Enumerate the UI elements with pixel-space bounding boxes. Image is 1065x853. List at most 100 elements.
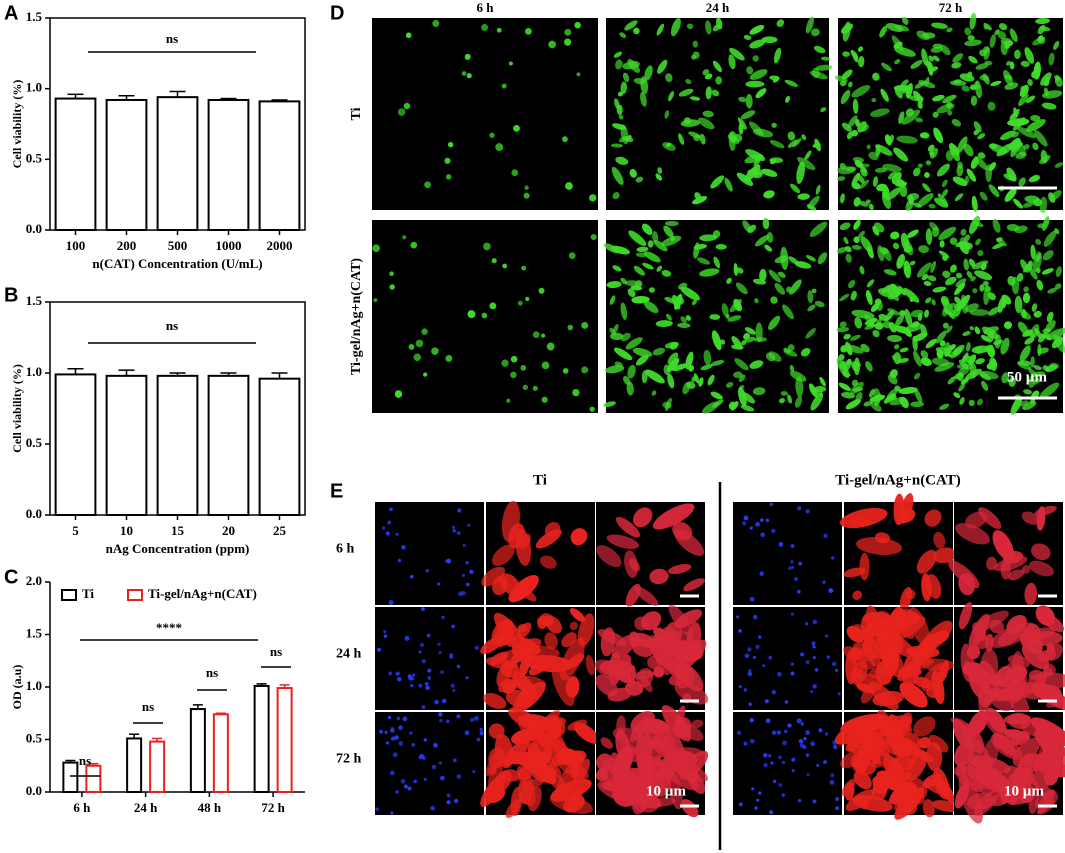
bar bbox=[258, 100, 301, 231]
y-tick-label: 1.0 bbox=[26, 364, 42, 379]
bar bbox=[189, 708, 206, 793]
bar bbox=[156, 374, 199, 516]
bar bbox=[258, 377, 301, 516]
bar bbox=[62, 761, 79, 793]
bar bbox=[54, 373, 97, 517]
cell-image bbox=[843, 605, 955, 711]
row-label: 72 h bbox=[336, 752, 362, 767]
significance-label: ns bbox=[166, 31, 178, 46]
x-tick-label: 500 bbox=[168, 238, 188, 253]
scale-bar-label: 10 µm bbox=[646, 783, 686, 799]
y-tick-label: 0.5 bbox=[26, 435, 43, 450]
cell-image bbox=[733, 502, 842, 605]
bar bbox=[207, 98, 250, 232]
legend-swatch bbox=[127, 589, 143, 601]
cell-image bbox=[375, 502, 484, 605]
row-label: Ti bbox=[349, 107, 364, 120]
significance-label: ns bbox=[206, 665, 218, 680]
y-tick-label: 0.5 bbox=[26, 150, 43, 165]
y-tick-label: 0.0 bbox=[26, 506, 42, 521]
y-tick-label: 1.5 bbox=[26, 625, 43, 640]
x-tick-label: 10 bbox=[120, 523, 133, 538]
bar bbox=[54, 97, 97, 231]
cell-image bbox=[375, 607, 484, 710]
x-tick-label: 72 h bbox=[261, 800, 285, 815]
column-label: 24 h bbox=[706, 0, 730, 15]
x-tick-label: 48 h bbox=[198, 800, 222, 815]
cell-image bbox=[480, 607, 595, 713]
y-tick-label: 1.0 bbox=[26, 80, 42, 95]
cell-image bbox=[372, 220, 598, 413]
panel-letter: E bbox=[330, 480, 343, 502]
y-tick-label: 0.0 bbox=[26, 783, 42, 798]
bar bbox=[253, 684, 270, 794]
cell-image bbox=[372, 18, 598, 210]
bar bbox=[105, 374, 148, 516]
y-axis-label: Cell viability (%) bbox=[10, 80, 24, 169]
row-label: Ti-gel/nAg+n(CAT) bbox=[349, 258, 364, 375]
cell-image bbox=[948, 502, 1063, 606]
y-tick-label: 0.5 bbox=[26, 730, 43, 745]
cell-image bbox=[834, 709, 959, 820]
x-tick-label: 25 bbox=[273, 523, 287, 538]
group-label: Ti bbox=[533, 472, 547, 488]
significance-label: ns bbox=[270, 644, 282, 659]
y-axis-label: Cell viability (%) bbox=[10, 364, 24, 453]
bar bbox=[156, 96, 199, 231]
legend-swatch bbox=[61, 589, 77, 601]
x-tick-label: 24 h bbox=[134, 800, 158, 815]
panel-letter: D bbox=[330, 2, 344, 24]
column-label: 72 h bbox=[939, 0, 963, 15]
x-axis-label: n(CAT) Concentration (U/mL) bbox=[92, 256, 262, 271]
cell-image bbox=[606, 16, 833, 211]
row-label: 6 h bbox=[336, 542, 355, 557]
y-tick-label: 1.0 bbox=[26, 678, 42, 693]
cell-image bbox=[834, 12, 1064, 214]
x-tick-label: 15 bbox=[171, 523, 185, 538]
y-axis-label: OD (a.u) bbox=[10, 665, 24, 710]
cell-image bbox=[603, 217, 829, 414]
cell-image bbox=[480, 707, 600, 819]
cell-image bbox=[594, 604, 709, 710]
row-label: 24 h bbox=[336, 647, 362, 662]
bar bbox=[207, 374, 250, 516]
x-tick-label: 20 bbox=[222, 523, 235, 538]
x-tick-label: 100 bbox=[66, 238, 86, 253]
significance-label: ns bbox=[142, 699, 154, 714]
cell-image bbox=[733, 607, 842, 710]
cell-image bbox=[596, 502, 705, 607]
legend-label: Ti-gel/nAg+n(CAT) bbox=[148, 586, 257, 601]
cell-image bbox=[839, 493, 956, 611]
scale-bar-label: 50 µm bbox=[1007, 369, 1047, 385]
cell-image bbox=[836, 215, 1065, 415]
scale-bar-label: 10 µm bbox=[1004, 783, 1044, 799]
column-label: 6 h bbox=[477, 0, 495, 15]
panel-letter: A bbox=[4, 2, 18, 24]
significance-label: **** bbox=[156, 620, 182, 635]
x-axis-label: nAg Concentration (ppm) bbox=[106, 541, 250, 556]
y-tick-label: 2.0 bbox=[26, 573, 42, 588]
x-tick-label: 200 bbox=[117, 238, 137, 253]
bar bbox=[85, 764, 102, 793]
cell-image bbox=[733, 712, 842, 815]
group-label: Ti-gel/nAg+n(CAT) bbox=[835, 472, 961, 488]
bar bbox=[149, 740, 166, 793]
cell-image bbox=[375, 712, 484, 815]
y-tick-label: 1.5 bbox=[26, 293, 43, 308]
x-tick-label: 2000 bbox=[267, 238, 293, 253]
x-tick-label: 6 h bbox=[73, 800, 91, 815]
cell-image bbox=[954, 601, 1065, 722]
legend-label: Ti bbox=[82, 586, 94, 601]
bar bbox=[276, 687, 293, 793]
x-tick-label: 5 bbox=[72, 523, 79, 538]
bar bbox=[212, 713, 229, 793]
bar bbox=[126, 737, 143, 794]
cell-image bbox=[595, 705, 709, 818]
panel-letter: C bbox=[4, 566, 18, 588]
y-tick-label: 1.5 bbox=[26, 9, 43, 24]
significance-label: ns bbox=[166, 318, 178, 333]
y-tick-label: 0.0 bbox=[26, 221, 42, 236]
panel-letter: B bbox=[4, 284, 18, 306]
cell-image bbox=[950, 707, 1065, 824]
